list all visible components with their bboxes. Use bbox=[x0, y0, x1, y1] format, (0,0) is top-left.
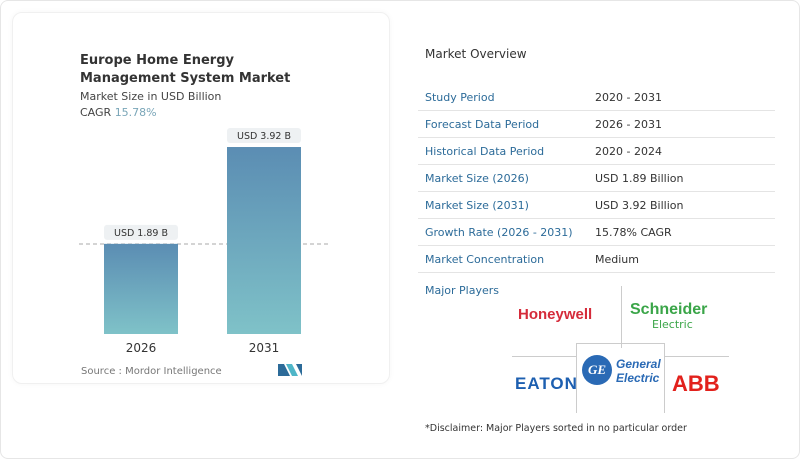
row-value: 2026 - 2031 bbox=[595, 118, 662, 131]
schneider-logo: Schneider Electric bbox=[630, 301, 708, 332]
row-value: 2020 - 2031 bbox=[595, 91, 662, 104]
row-label: Study Period bbox=[425, 91, 495, 104]
overview-row: Market Size (2026) USD 1.89 Billion bbox=[418, 165, 775, 192]
chart-title: Europe Home Energy Management System Mar… bbox=[80, 53, 291, 86]
chart-card bbox=[12, 12, 390, 384]
row-value: USD 3.92 Billion bbox=[595, 199, 684, 212]
overview-row: Market Concentration Medium bbox=[418, 246, 775, 273]
x-tick-label: 2026 bbox=[126, 341, 157, 355]
row-value: 15.78% CAGR bbox=[595, 226, 672, 239]
row-label: Market Concentration bbox=[425, 253, 545, 266]
overview-row: Historical Data Period 2020 - 2024 bbox=[418, 138, 775, 165]
row-value: 2020 - 2024 bbox=[595, 145, 662, 158]
overview-row: Growth Rate (2026 - 2031) 15.78% CAGR bbox=[418, 219, 775, 246]
data-label-bg bbox=[104, 224, 178, 240]
cagr-value: 15.78% bbox=[114, 106, 157, 119]
cagr: CAGR 15.78% bbox=[80, 106, 157, 119]
divider bbox=[512, 356, 576, 357]
data-label-bg bbox=[227, 128, 301, 144]
honeywell-logo: Honeywell bbox=[518, 306, 593, 323]
general-electric-logo: General Electric bbox=[616, 357, 661, 385]
data-label: USD 3.92 B bbox=[237, 131, 291, 142]
ge-logo-icon: GE bbox=[582, 355, 612, 385]
row-label: Market Size (2031) bbox=[425, 199, 529, 212]
row-value: Medium bbox=[595, 253, 639, 266]
x-tick-label: 2031 bbox=[249, 341, 280, 355]
row-label: Market Size (2026) bbox=[425, 172, 529, 185]
row-value: USD 1.89 Billion bbox=[595, 172, 684, 185]
logo-box bbox=[576, 343, 665, 413]
abb-logo: ABB bbox=[672, 371, 720, 396]
eaton-logo: EATON bbox=[515, 374, 578, 393]
overview-row: Study Period 2020 - 2031 bbox=[418, 84, 775, 111]
major-players-title: Major Players bbox=[425, 284, 499, 297]
source: Source : Mordor Intelligence bbox=[81, 366, 222, 377]
mordor-logo-icon bbox=[278, 364, 302, 376]
bar-2031 bbox=[227, 147, 301, 334]
overview-title: Market Overview bbox=[425, 47, 527, 61]
bar-chart: USD 1.89 B 2026 USD 3.92 B 2031 bbox=[79, 128, 328, 355]
data-label: USD 1.89 B bbox=[114, 228, 168, 239]
bar-2026 bbox=[104, 243, 178, 334]
cagr-label: CAGR bbox=[80, 106, 112, 119]
overview-row: Market Size (2031) USD 3.92 Billion bbox=[418, 192, 775, 219]
divider bbox=[665, 356, 729, 357]
overview-row: Forecast Data Period 2026 - 2031 bbox=[418, 111, 775, 138]
row-label: Forecast Data Period bbox=[425, 118, 540, 131]
row-label: Growth Rate (2026 - 2031) bbox=[425, 226, 573, 239]
row-label: Historical Data Period bbox=[425, 145, 545, 158]
disclaimer: *Disclaimer: Major Players sorted in no … bbox=[425, 423, 687, 434]
chart-subtitle: Market Size in USD Billion bbox=[80, 90, 222, 103]
divider bbox=[621, 286, 622, 348]
